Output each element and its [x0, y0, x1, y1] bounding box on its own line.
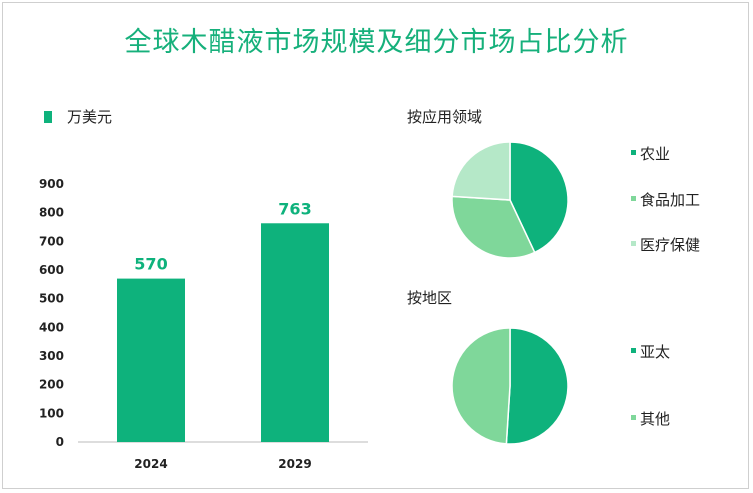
bar-legend-swatch — [44, 111, 52, 123]
y-tick-label: 300 — [39, 349, 64, 363]
pie-legend-swatch — [631, 348, 636, 353]
pie-slice-农业 — [509, 141, 569, 254]
pie-legend-swatch — [631, 150, 636, 155]
bar-data-label: 763 — [278, 199, 311, 218]
bar-2024 — [117, 278, 185, 442]
chart-title: 全球木醋液市场规模及细分市场占比分析 — [124, 27, 629, 58]
bar-data-label: 570 — [134, 255, 167, 274]
y-tick-label: 400 — [39, 320, 64, 334]
pie-slice-其他 — [451, 327, 511, 445]
pie-slice-医疗保健 — [451, 141, 511, 201]
pie-legend-swatch — [631, 241, 636, 246]
pie-region-title: 按地区 — [407, 289, 452, 307]
pie-legend-label: 农业 — [640, 145, 670, 163]
y-tick-label: 900 — [39, 177, 64, 191]
y-tick-label: 100 — [39, 406, 64, 420]
bar-2029 — [261, 223, 329, 442]
pie-legend-swatch — [631, 196, 636, 201]
y-tick-label: 0 — [56, 435, 64, 449]
bar-legend-label: 万美元 — [67, 108, 112, 126]
pie-slice-食品加工 — [451, 195, 536, 259]
x-tick-label: 2024 — [134, 457, 167, 471]
x-tick-label: 2029 — [278, 457, 311, 471]
pie-legend-label: 其他 — [640, 410, 670, 428]
y-tick-label: 800 — [39, 206, 64, 220]
y-tick-label: 700 — [39, 234, 64, 248]
pie-legend-label: 亚太 — [640, 343, 670, 361]
y-tick-label: 200 — [39, 378, 64, 392]
pie-application-title: 按应用领域 — [407, 108, 482, 126]
pie-legend-label: 医疗保健 — [640, 236, 700, 254]
pie-legend-swatch — [631, 415, 636, 420]
y-tick-label: 600 — [39, 263, 64, 277]
pie-legend-label: 食品加工 — [640, 191, 700, 209]
chart-frame — [2, 2, 749, 489]
y-tick-label: 500 — [39, 292, 64, 306]
pie-slice-亚太 — [505, 327, 569, 445]
